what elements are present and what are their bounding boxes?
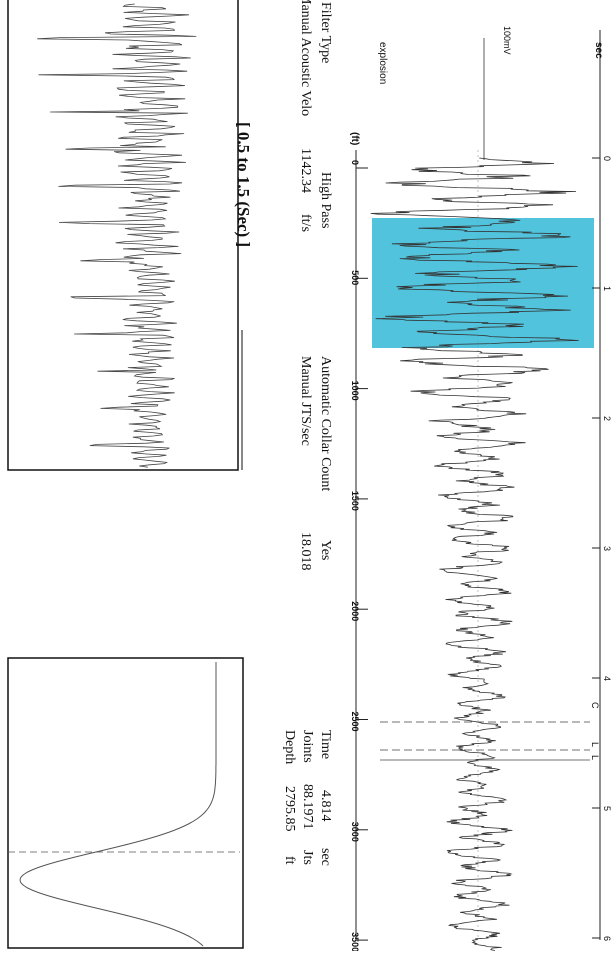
bottom-tick-label-7: 3500 <box>350 932 360 951</box>
main-waveform <box>370 157 579 951</box>
marker-label-l2: L <box>590 755 600 760</box>
jts-value: 18.018 <box>298 532 313 571</box>
jts-label: Manual JTS/sec <box>298 356 313 446</box>
collar-label: Automatic Collar Count <box>318 356 333 491</box>
bottom-tick-label-6: 3000 <box>350 822 360 842</box>
top-tick-label-5: 5 <box>602 806 612 811</box>
bottom-tick-label-1: 500 <box>350 270 360 285</box>
marker-label-c: C <box>590 702 600 709</box>
collar-value: Yes <box>318 540 333 560</box>
bottom-tick-label-5: 2500 <box>350 712 360 732</box>
info-block: Filter Type High Pass Manual Acoustic Ve… <box>282 0 333 866</box>
zoom-range-label: [ 0.5 to 1.5 (Sec) ] <box>234 122 253 247</box>
time-label: Time <box>318 730 333 759</box>
filter-type-value: High Pass <box>318 172 333 228</box>
top-tick-label-0: 0 <box>602 156 612 161</box>
event-label: explosion <box>377 42 388 84</box>
filter-type-label: Filter Type <box>318 2 333 63</box>
top-tick-label-6: 6 <box>602 936 612 941</box>
joints-label: Joints <box>300 730 315 763</box>
top-tick-label-1: 1 <box>602 286 612 291</box>
marker-label-l1: L <box>590 742 600 747</box>
filter-response-panel <box>7 657 244 949</box>
top-tick-label-4: 4 <box>602 676 612 681</box>
joints-value: 88.1971 <box>300 784 315 830</box>
top-tick-label-3: 3 <box>602 546 612 551</box>
velocity-unit: ft/s <box>298 214 313 232</box>
filter-frame <box>7 657 244 949</box>
top-axis-ticks: 0 1 2 3 4 5 6 <box>592 156 612 941</box>
bottom-tick-label-3: 1500 <box>350 491 360 511</box>
top-tick-label-2: 2 <box>602 416 612 421</box>
zoom-frame <box>7 0 239 471</box>
bottom-tick-label-4: 2000 <box>350 601 360 621</box>
bottom-axis-ticks: 0 500 1000 1500 2000 2500 3000 3500 <box>350 160 368 952</box>
bottom-axis-label: (ft) <box>349 132 360 145</box>
joints-unit: Jts <box>300 850 315 865</box>
filter-response-curve <box>19 662 217 947</box>
scale-bar-label: 100mV <box>502 26 512 55</box>
depth-label: Depth <box>282 730 297 764</box>
zoom-panel: [ 0.5 to 1.5 (Sec) ] <box>7 0 253 471</box>
main-trace-plot: 0 1 2 3 4 5 6 0 500 1000 1500 2000 2500 3000 3500 sec… <box>349 26 612 952</box>
velocity-value: 1142.34 <box>298 148 313 193</box>
bottom-tick-label-0: 0 <box>350 160 360 165</box>
depth-unit: ft <box>282 856 297 865</box>
time-value: 4.814 <box>318 790 333 822</box>
zoom-waveform <box>37 3 197 468</box>
velocity-label: Manual Acoustic Velo <box>298 0 313 116</box>
depth-value: 2795.85 <box>282 786 297 832</box>
top-axis-label: sec <box>593 42 604 59</box>
bottom-tick-label-2: 1000 <box>350 381 360 401</box>
time-unit: sec <box>318 848 333 866</box>
